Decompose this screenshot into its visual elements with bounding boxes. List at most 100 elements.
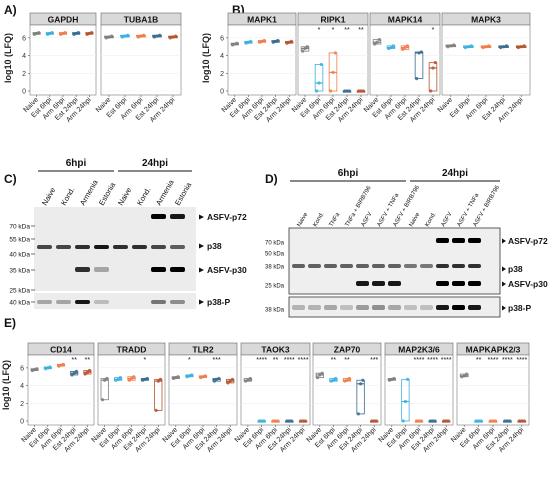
band-arrow [502, 238, 506, 244]
band-p72 [151, 214, 166, 219]
facet-title: RIPK1 [320, 15, 345, 25]
band-p72 [436, 238, 449, 243]
data-point [104, 36, 108, 40]
data-point [504, 44, 509, 48]
data-point [428, 419, 432, 423]
timepoint-label: 24hpi [442, 168, 468, 179]
data-point [190, 373, 194, 377]
data-point [345, 89, 349, 93]
data-point [356, 412, 360, 416]
data-point [317, 81, 321, 85]
data-point [152, 35, 156, 39]
data-point [285, 419, 289, 423]
band-arrow [502, 266, 506, 272]
data-point [120, 35, 124, 39]
data-point [87, 368, 92, 373]
facet-title: MAPKAPK2/3 [466, 345, 521, 355]
data-point [357, 89, 361, 93]
data-point [61, 362, 65, 366]
data-point [235, 41, 239, 45]
significance-label: ** [85, 357, 91, 364]
significance-label: * [144, 357, 147, 364]
band-p38 [420, 264, 433, 268]
lane-label: Estonia [97, 180, 118, 207]
data-point [246, 378, 250, 382]
facet-title: CD14 [50, 345, 72, 355]
data-point [48, 365, 52, 369]
data-point [361, 89, 365, 93]
lane-label: TNFa [329, 211, 342, 228]
plot-area [384, 354, 454, 426]
facet-title: MAPK3 [471, 15, 501, 25]
data-point [37, 30, 41, 35]
band-p30 [170, 267, 185, 272]
band-p72 [468, 238, 481, 243]
band-arrow [502, 281, 506, 287]
band-p38 [56, 245, 71, 249]
data-point [155, 34, 159, 38]
data-point [415, 77, 419, 81]
band-p38p [292, 305, 305, 310]
data-point [299, 419, 303, 423]
band-p38p [308, 305, 321, 310]
mw-marker: 25 kDa [265, 284, 285, 290]
plot-area [312, 354, 382, 426]
data-point [63, 30, 67, 35]
band-p38 [436, 264, 449, 268]
data-point [315, 89, 319, 93]
data-point [35, 367, 39, 371]
data-point [249, 39, 253, 44]
band-arrow [199, 299, 204, 305]
band-p38 [356, 264, 369, 268]
data-point [433, 61, 437, 65]
data-point [334, 376, 338, 381]
band-p38 [37, 245, 52, 249]
data-point [168, 36, 172, 40]
data-point [110, 34, 114, 38]
data-point [118, 376, 122, 380]
data-point [406, 377, 410, 381]
data-point [446, 419, 451, 423]
data-point [401, 419, 405, 423]
data-point [105, 376, 109, 381]
mw-marker: 38 kDa [265, 308, 285, 314]
data-point [389, 46, 393, 50]
band-p38 [113, 245, 128, 249]
data-point [403, 399, 407, 404]
data-point [419, 50, 423, 54]
lane-label: Kond. [425, 211, 438, 228]
data-point [503, 419, 507, 423]
data-point [487, 44, 491, 48]
significance-label: ** [344, 357, 350, 364]
data-point [116, 377, 120, 381]
significance-label: **** [256, 357, 267, 364]
box [100, 378, 109, 401]
data-point [262, 38, 266, 43]
significance-label: ** [331, 357, 337, 364]
data-point [444, 419, 448, 423]
significance-label: *** [213, 357, 221, 364]
data-point [449, 44, 453, 48]
data-point [489, 419, 493, 423]
y-tick-label: 2 [220, 71, 224, 78]
band-label: ASFV-p30 [207, 265, 247, 275]
blot-membrane-phospho [288, 296, 501, 318]
panel-letter: C) [4, 172, 17, 186]
band-p38p [468, 305, 481, 310]
y-axis-label: log10 (LFQ) [1, 360, 11, 410]
data-point [320, 371, 324, 375]
data-point [228, 379, 232, 383]
data-point [260, 419, 264, 423]
lane-label: ASFV [361, 211, 374, 228]
data-point [50, 30, 54, 35]
data-point [72, 371, 76, 375]
data-point [126, 33, 130, 37]
band-p38 [132, 245, 147, 249]
box [356, 379, 365, 415]
data-point [76, 30, 80, 35]
data-point [516, 46, 520, 50]
band-arrow [199, 214, 204, 220]
